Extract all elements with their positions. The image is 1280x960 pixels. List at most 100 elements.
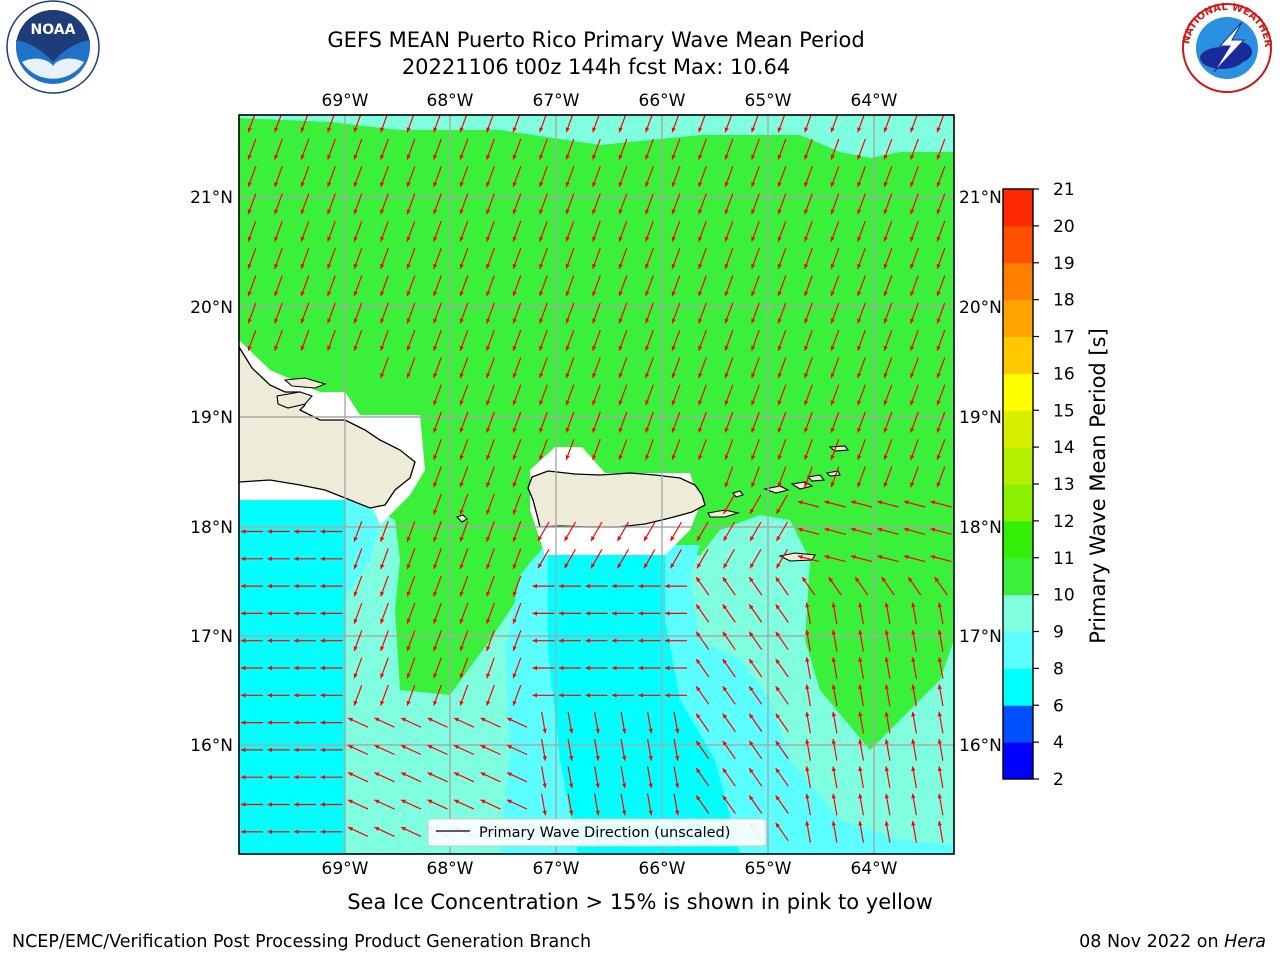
wave-arrow xyxy=(930,500,952,508)
wave-arrow-head xyxy=(936,400,941,406)
wave-arrow-head xyxy=(274,209,279,215)
wave-arrow xyxy=(433,439,442,461)
colorbar-segment xyxy=(1003,484,1033,522)
wave-arrow-head xyxy=(804,127,809,133)
wave-arrow xyxy=(830,439,840,461)
wave-arrow-head xyxy=(585,583,590,589)
wave-arrow xyxy=(486,630,495,652)
wave-arrow-head xyxy=(937,602,942,608)
wave-arrow-head xyxy=(486,455,491,460)
wave-arrow xyxy=(433,166,442,188)
wave-arrow xyxy=(406,138,416,160)
wave-arrow-head xyxy=(858,793,863,799)
wave-arrow xyxy=(486,166,495,188)
wave-arrow xyxy=(274,220,283,242)
wave-arrow-head xyxy=(858,821,863,826)
wave-arrow-head xyxy=(532,693,537,698)
wave-arrow-head xyxy=(327,236,332,242)
wave-arrow xyxy=(353,275,363,297)
wave-arrow-head xyxy=(406,291,411,297)
wave-arrow-head xyxy=(380,154,385,160)
wave-arrow-head xyxy=(804,373,809,378)
colorbar-segment xyxy=(1003,705,1033,743)
wave-arrow xyxy=(480,799,501,810)
wave-arrow xyxy=(912,602,917,625)
wave-arrow-head xyxy=(750,563,755,569)
wave-arrow-head xyxy=(459,127,464,133)
colorbar-tick-label: 20 xyxy=(1053,217,1075,237)
wave-arrow-head xyxy=(542,783,547,788)
wave-arrow-head xyxy=(300,127,305,133)
wave-arrow xyxy=(618,220,628,242)
wave-arrow-head xyxy=(777,291,782,297)
wave-arrow-head xyxy=(910,373,915,378)
wave-arrow xyxy=(427,744,448,756)
wave-arrow-head xyxy=(617,563,622,569)
wave-arrow-head xyxy=(824,527,830,532)
wave-arrow-head xyxy=(724,127,729,133)
wave-arrow xyxy=(645,138,654,160)
wave-arrow-head xyxy=(618,291,623,297)
wave-arrow xyxy=(327,138,336,160)
wave-arrow-head xyxy=(724,345,729,351)
wave-arrow-head xyxy=(454,827,459,831)
wave-arrow-head xyxy=(380,127,385,133)
wave-arrow-head xyxy=(665,693,670,698)
wave-arrow xyxy=(751,384,760,406)
wave-arrow xyxy=(247,329,257,351)
wave-arrow xyxy=(830,384,840,406)
wave-arrow xyxy=(512,329,522,351)
wave-arrow-head xyxy=(618,209,623,215)
wave-arrow-head xyxy=(569,755,574,761)
wave-arrow-head xyxy=(348,827,353,831)
wave-arrow-head xyxy=(559,665,564,671)
wave-arrow-head xyxy=(512,618,517,624)
wave-arrow-head xyxy=(353,591,358,597)
wave-arrow-head xyxy=(850,555,856,560)
wave-arrow xyxy=(459,411,469,433)
wave-arrow-head xyxy=(881,577,887,582)
wave-arrow-head xyxy=(247,236,252,242)
wave-arrow xyxy=(539,439,548,461)
wave-arrow-head xyxy=(459,482,464,488)
wave-arrow-head xyxy=(539,209,544,215)
wave-arrow xyxy=(936,302,946,324)
lon-labels-top: 69°W 68°W 67°W 66°W 65°W 64°W xyxy=(322,91,898,111)
wave-arrow xyxy=(724,302,734,324)
wave-arrow xyxy=(592,439,601,461)
wave-arrow xyxy=(832,657,838,679)
wave-arrow-head xyxy=(480,799,486,804)
wave-arrow-head xyxy=(797,527,803,532)
wave-arrow-head xyxy=(612,665,617,671)
wave-arrow-head xyxy=(512,263,517,269)
wave-arrow xyxy=(883,357,893,379)
mona-island xyxy=(455,514,468,523)
wave-arrow xyxy=(567,738,573,761)
wave-arrow xyxy=(565,275,575,297)
wave-arrow xyxy=(539,193,548,215)
wave-arrow xyxy=(698,357,707,379)
wave-arrow-head xyxy=(459,345,464,351)
wave-arrow-head xyxy=(830,482,835,488)
wave-arrow xyxy=(724,115,733,133)
wave-arrow-head xyxy=(427,827,433,831)
wave-arrow-head xyxy=(612,638,617,643)
lon-label: 68°W xyxy=(427,91,474,111)
wave-arrow xyxy=(300,193,310,215)
wave-arrow-head xyxy=(671,209,676,215)
wave-arrow xyxy=(406,115,415,133)
wave-arrow-head xyxy=(480,745,486,750)
wave-arrow-head xyxy=(486,700,491,706)
wave-arrow-head xyxy=(592,455,597,460)
wave-arrow xyxy=(938,820,944,843)
wave-arrow xyxy=(883,466,893,488)
colorbar-tick-label: 19 xyxy=(1053,254,1075,274)
wave-arrow-head xyxy=(427,799,433,804)
wave-arrow-head xyxy=(883,182,888,187)
wave-arrow-head xyxy=(380,564,385,570)
wave-arrow-head xyxy=(565,154,570,160)
wave-arrow xyxy=(883,329,893,351)
nws-logo: NATIONAL WEATHER SERVICE xyxy=(1172,0,1273,93)
wave-arrow xyxy=(594,738,599,761)
wave-arrow-head xyxy=(480,717,486,722)
